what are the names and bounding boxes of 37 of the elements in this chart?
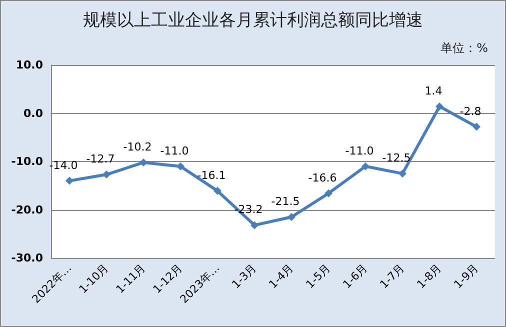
- x-tick-label: 1-4月: [266, 261, 296, 292]
- x-tick-label: 1-3月: [229, 261, 260, 292]
- data-label: -12.5: [382, 152, 411, 165]
- data-label: -10.2: [123, 140, 152, 154]
- data-label: -16.1: [197, 168, 226, 182]
- data-label: -14.0: [49, 158, 78, 172]
- point: [250, 221, 258, 230]
- data-label: -16.6: [308, 171, 337, 184]
- point: [362, 162, 370, 170]
- point: [472, 122, 480, 131]
- point: [398, 170, 406, 178]
- text: 单位：%: [440, 41, 488, 55]
- y-tick-label: -30.0: [11, 252, 44, 264]
- point: [176, 162, 184, 170]
- point: [214, 186, 222, 195]
- x-tick-label: 1-7月: [377, 261, 408, 292]
- data-label: -2.8: [460, 104, 482, 118]
- point: [288, 212, 296, 221]
- data-label: -12.7: [86, 152, 115, 166]
- x-tick-label: 1-5月: [303, 261, 334, 292]
- point: [436, 102, 444, 110]
- data-label: -21.5: [271, 194, 300, 208]
- point: [66, 176, 74, 185]
- data-label: -11.0: [160, 144, 189, 158]
- y-tick-label: 0.0: [24, 106, 44, 120]
- point: [324, 189, 332, 198]
- point: [140, 158, 148, 166]
- x-tick-label: 1-6月: [340, 261, 370, 292]
- point: [102, 170, 110, 179]
- y-tick-label: 10.0: [16, 58, 44, 72]
- x-tick-label: 1-9月: [451, 261, 482, 292]
- x-tick-label: 1-8月: [414, 261, 444, 292]
- chart-title: 规模以上工业企业各月累计利润总额同比增速: [83, 10, 423, 30]
- data-label: -11.0: [345, 144, 374, 158]
- y-tick-label: -20.0: [11, 203, 44, 216]
- data-label: 1.4: [424, 84, 442, 98]
- y-tick-label: -10.0: [11, 155, 44, 168]
